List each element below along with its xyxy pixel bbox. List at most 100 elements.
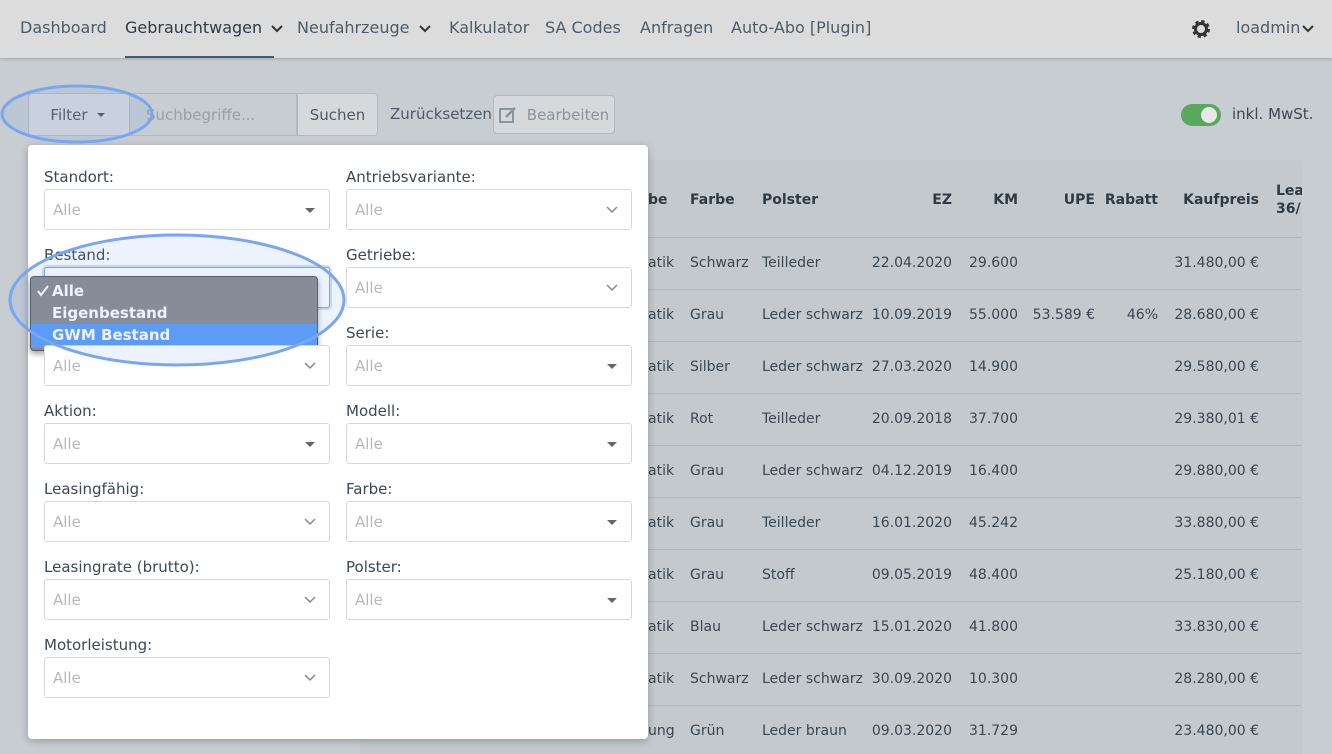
select-value: Alle (355, 591, 383, 609)
field-label: Leasingfähig: (44, 480, 145, 498)
table-cell: ung (648, 723, 675, 739)
table-cell: 28.680,00 € (1174, 307, 1259, 323)
row-divider (360, 549, 1302, 550)
select-box[interactable]: Alle (346, 423, 632, 464)
field-label: Motorleistung: (44, 636, 153, 654)
table-cell: 10.300 (969, 671, 1018, 687)
table-cell: Teilleder (762, 255, 821, 271)
chevron (304, 596, 316, 604)
user-menu[interactable]: loadmin (1236, 18, 1301, 37)
table-cell: 23.480,00 € (1174, 723, 1259, 739)
caret (607, 598, 617, 603)
table-cell: 55.000 (969, 307, 1018, 323)
table-cell: 22.04.2020 (871, 255, 952, 271)
search-input[interactable]: Suchbegriffe... (130, 93, 297, 136)
table-cell: 33.830,00 € (1174, 619, 1259, 635)
table-cell: Teilleder (762, 411, 821, 427)
row-divider (360, 393, 1302, 394)
nav-item[interactable]: Gebrauchtwagen (125, 18, 263, 37)
select-box[interactable]: Alle (346, 189, 632, 230)
filter-panel: Standort: Alle Bestand: Alle Eigenbestand GWM… (28, 145, 648, 739)
table-cell: 45.242 (969, 515, 1018, 531)
row-divider (360, 237, 1302, 238)
table-cell: 29.600 (969, 255, 1018, 271)
filter-label: Filter (50, 105, 88, 124)
column-header: Kaufpreis (1183, 192, 1259, 208)
select-box[interactable]: Alle (44, 579, 330, 620)
select-value: Alle (355, 435, 383, 453)
row-divider (360, 289, 1302, 290)
nav-item[interactable]: Dashboard (20, 18, 107, 37)
active-underline (125, 56, 274, 58)
table-cell: Schwarz (690, 671, 749, 687)
table-cell: atik (648, 359, 675, 375)
chevron-icon (606, 284, 618, 292)
select-box[interactable]: Alle (346, 267, 632, 308)
chevron-icon (304, 596, 316, 604)
table-cell: 09.05.2019 (871, 567, 952, 583)
column-header: KM (993, 192, 1018, 208)
option-label: Eigenbestand (52, 304, 168, 322)
select-box[interactable]: Alle (44, 423, 330, 464)
nav-item[interactable]: Neufahrzeuge (297, 18, 410, 37)
table-cell: 14.900 (969, 359, 1018, 375)
chevron-icon (1302, 25, 1314, 33)
select-box[interactable]: Alle (44, 657, 330, 698)
table-cell: 37.700 (969, 411, 1018, 427)
select-box[interactable]: Alle (346, 579, 632, 620)
table-cell: 28.280,00 € (1174, 671, 1259, 687)
column-header: Polster (762, 192, 819, 208)
nav-item[interactable]: Kalkulator (449, 18, 530, 37)
table-cell: 33.880,00 € (1174, 515, 1259, 531)
table-cell: Leder braun (762, 723, 847, 739)
table-cell: Blau (690, 619, 721, 635)
table-cell: atik (648, 671, 675, 687)
caret-icon (607, 364, 617, 369)
table-cell: 27.03.2020 (871, 359, 952, 375)
nav-item[interactable]: Anfragen (640, 18, 714, 37)
nav-item[interactable]: Auto-Abo [Plugin] (731, 18, 872, 37)
edit-button[interactable]: Bearbeiten (493, 95, 615, 134)
caret (305, 208, 315, 213)
select-box[interactable]: Alle (346, 345, 632, 386)
select-box[interactable]: Alle (44, 501, 330, 542)
reset-link[interactable]: Zurücksetzen (390, 105, 492, 123)
table-cell: 29.880,00 € (1174, 463, 1259, 479)
table-cell: atik (648, 255, 675, 271)
table-cell: 41.800 (969, 619, 1018, 635)
check-icon (37, 285, 49, 297)
dropdown-option[interactable]: Alle (31, 280, 317, 302)
table-cell: 25.180,00 € (1174, 567, 1259, 583)
chevron (304, 674, 316, 682)
dropdown-option[interactable]: Eigenbestand (31, 302, 317, 324)
select-box[interactable]: Alle (44, 189, 330, 230)
table-cell: atik (648, 307, 675, 323)
chevron-icon (304, 362, 316, 370)
vat-toggle[interactable] (1181, 104, 1221, 126)
select-box[interactable]: Alle (44, 345, 330, 386)
row-divider (360, 653, 1302, 654)
select-box[interactable]: Alle (346, 501, 632, 542)
table-cell: Leder schwarz (762, 463, 863, 479)
column-header: be (648, 192, 668, 208)
check (37, 285, 49, 297)
search-button[interactable]: Suchen (297, 93, 378, 136)
settings-icon[interactable] (1190, 18, 1212, 40)
table-cell: 48.400 (969, 567, 1018, 583)
column-header: EZ (932, 192, 952, 208)
select-value: Alle (355, 513, 383, 531)
filter-button[interactable]: Filter (28, 93, 130, 136)
field-label: Antriebsvariante: (346, 168, 476, 186)
table-cell: atik (648, 463, 675, 479)
caret (607, 442, 617, 447)
row-divider (360, 497, 1302, 498)
column-header: UPE (1063, 192, 1095, 208)
table-cell: Teilleder (762, 515, 821, 531)
chevron (418, 25, 431, 33)
chevron-icon (304, 518, 316, 526)
nav-item[interactable]: SA Codes (545, 18, 621, 37)
select-value: Alle (53, 591, 81, 609)
chevron-icon (304, 674, 316, 682)
edit-icon (498, 106, 516, 123)
